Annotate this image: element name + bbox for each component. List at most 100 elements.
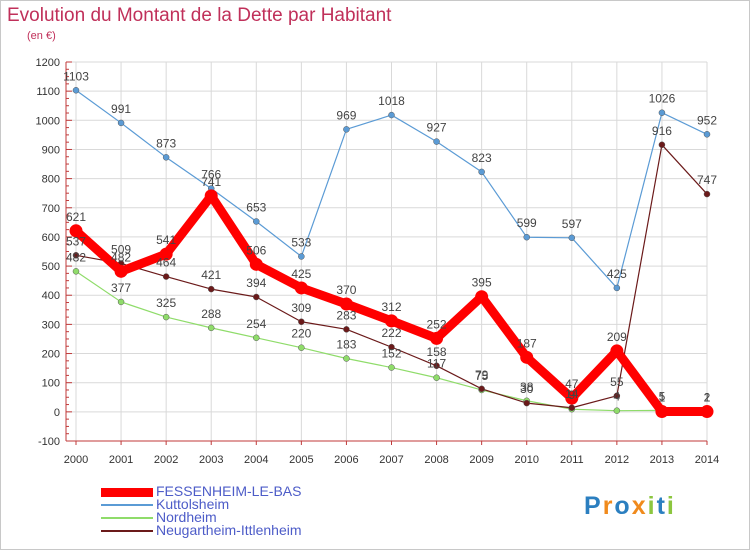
data-label: 599 [517, 216, 537, 230]
logo-letter: P [584, 492, 603, 520]
legend-label: Kuttolsheim [156, 496, 230, 512]
data-label: 991 [111, 102, 131, 116]
x-tick-label: 2013 [650, 454, 674, 466]
data-point [475, 290, 489, 304]
data-point [72, 268, 80, 275]
data-label: 75 [475, 369, 489, 383]
legend-swatch [101, 504, 153, 506]
data-label: 916 [652, 124, 672, 138]
data-point [207, 285, 215, 293]
data-label: 117 [427, 357, 446, 371]
data-point [655, 405, 669, 419]
logo-letter: t [656, 492, 667, 520]
legend-label: Nordheim [156, 509, 217, 525]
data-label: 158 [427, 345, 447, 359]
data-label: 222 [381, 326, 401, 340]
logo-letter: x [631, 492, 648, 520]
data-label: 621 [66, 210, 86, 224]
x-tick-label: 2004 [244, 454, 268, 466]
data-label: 1 [704, 391, 711, 405]
y-tick-label: 100 [42, 378, 60, 390]
logo-letter: i [666, 492, 676, 520]
data-point [658, 109, 666, 116]
data-label: 252 [427, 317, 447, 331]
data-point [523, 233, 530, 241]
data-label: 309 [291, 301, 311, 315]
data-label: 30 [520, 382, 534, 396]
x-tick-label: 2006 [334, 454, 358, 466]
data-label: 425 [291, 267, 311, 281]
data-label: 55 [610, 375, 624, 389]
data-label: 969 [336, 108, 356, 122]
data-point [298, 253, 305, 260]
proxiti-logo: Proxiti [584, 492, 676, 521]
x-tick-label: 2010 [514, 454, 538, 466]
data-label: 394 [246, 276, 266, 290]
x-tick-label: 2009 [469, 454, 493, 466]
data-point [433, 362, 440, 370]
data-label: 509 [111, 242, 131, 256]
data-label: 873 [156, 136, 176, 150]
data-point [433, 138, 440, 145]
data-point [162, 273, 170, 280]
logo-letter: r [602, 492, 615, 520]
x-tick-label: 2011 [560, 454, 584, 466]
data-point [703, 131, 711, 138]
data-label: 482 [111, 250, 131, 264]
data-point [207, 324, 215, 332]
data-label: 927 [427, 121, 447, 135]
data-label: 766 [201, 168, 221, 182]
x-tick-label: 2003 [199, 454, 223, 466]
legend-swatch [101, 517, 153, 519]
data-point [298, 344, 305, 351]
data-point [114, 264, 128, 278]
data-label: 506 [246, 243, 266, 257]
data-label: 370 [336, 283, 356, 297]
x-tick-label: 2001 [109, 454, 133, 466]
data-point [565, 391, 579, 405]
legend-swatch [101, 487, 153, 497]
data-label: 283 [336, 308, 356, 322]
y-tick-label: 600 [42, 232, 60, 244]
y-tick-label: 800 [42, 174, 60, 186]
x-tick-label: 2005 [289, 454, 313, 466]
data-label: 288 [201, 307, 221, 321]
data-point [249, 257, 263, 271]
data-point [478, 385, 485, 393]
data-point [253, 218, 260, 225]
data-point [385, 314, 398, 328]
data-point [568, 234, 576, 242]
data-label: 312 [381, 300, 401, 314]
data-point [700, 405, 714, 419]
y-tick-label: 500 [42, 261, 60, 273]
chart-subtitle: (en €) [27, 30, 56, 42]
y-tick-label: 1200 [36, 57, 60, 69]
data-label: 2 [704, 390, 711, 404]
data-point [613, 392, 621, 400]
data-point [294, 281, 308, 295]
data-label: 425 [607, 267, 627, 281]
data-label: 741 [201, 175, 221, 189]
data-label: 9 [568, 388, 575, 402]
data-label: 395 [472, 276, 492, 290]
data-point [162, 154, 170, 161]
x-tick-label: 2014 [695, 454, 719, 466]
data-label: 537 [66, 234, 86, 248]
data-label: 5 [659, 389, 666, 403]
y-tick-label: 1100 [36, 86, 60, 98]
data-point [520, 350, 534, 364]
data-point [162, 313, 170, 321]
data-label: 464 [156, 256, 176, 270]
y-tick-label: 700 [42, 203, 60, 215]
data-label: 152 [381, 347, 401, 361]
data-label: 597 [562, 217, 582, 231]
data-label: 482 [66, 250, 86, 264]
data-point [298, 318, 305, 326]
data-label: 653 [246, 200, 266, 214]
logo-letter: o [614, 492, 632, 520]
x-tick-label: 2000 [64, 454, 88, 466]
data-point [388, 111, 395, 119]
y-tick-label: 0 [54, 407, 60, 419]
data-point [159, 247, 173, 261]
